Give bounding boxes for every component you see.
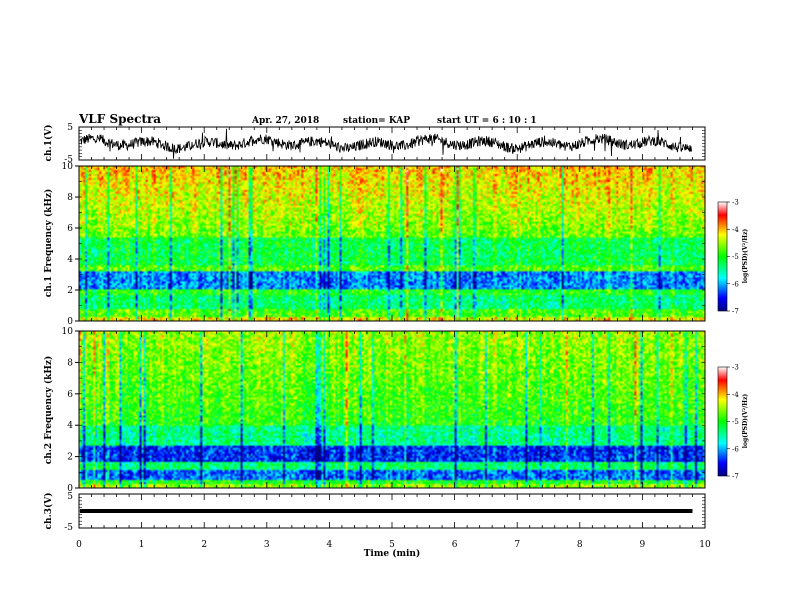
ch1-spectrogram-heatmap [79, 166, 705, 321]
x-axis-label: Time (min) [364, 548, 421, 559]
start-ut-label: start UT = 6 : 10 : 1 [437, 116, 537, 126]
ch1-colorbar-tick-label: -7 [732, 308, 739, 316]
ch1-colorbar: -3 -4 -5 -6 -7 log(PSD)(V²/Hz) [717, 199, 749, 316]
x-tick-label: 7 [514, 540, 520, 550]
ch2-spectrogram-image [79, 331, 705, 488]
ch2-colorbar: -3 -4 -5 -6 -7 log(PSD)(V²/Hz) [717, 364, 749, 481]
ch1-waveform-ylabel: ch.1(V) [43, 125, 54, 162]
ch1-waveform-panel: 5 -5 ch.1(V) [43, 123, 706, 165]
x-axis-tick-labels: 0 1 2 3 4 5 6 7 8 9 10 [76, 540, 711, 550]
figure-title: VLF Spectra [78, 112, 161, 126]
ch1-spectrogram-ytick-label: 4 [67, 255, 73, 265]
x-tick-label: 0 [76, 540, 82, 550]
ch2-spectrogram-yticks: 0 2 4 6 8 10 [62, 327, 79, 494]
ch2-spectrogram-ytick-label: 10 [62, 327, 74, 337]
ch1-colorbar-gradient [717, 201, 728, 312]
ch2-spectrogram-ylabel: ch.2 Frequency (kHz) [43, 356, 54, 465]
ch2-spectrogram-ytick-label: 0 [67, 484, 73, 494]
ch2-colorbar-tick-label: -6 [732, 445, 739, 453]
ch1-spectrogram-ylabel: ch.1 Frequency (kHz) [43, 189, 54, 298]
x-tick-label: 2 [201, 540, 207, 550]
x-tick-label: 9 [640, 540, 646, 550]
ch1-colorbar-tick-label: -6 [732, 280, 739, 288]
ch1-colorbar-tick-label: -5 [732, 253, 739, 261]
ch1-spectrogram-ytick-label: 2 [67, 286, 73, 296]
ch3-ytick-top: 5 [67, 492, 73, 502]
x-tick-label: 1 [139, 540, 145, 550]
x-tick-label: 6 [452, 540, 458, 550]
date-label: Apr. 27, 2018 [251, 116, 319, 126]
ch2-spectrogram-ytick-label: 4 [67, 421, 73, 431]
ch2-spectrogram-ytick-label: 8 [67, 358, 73, 368]
ch3-waveform-ylabel: ch.3(V) [43, 493, 54, 530]
x-tick-label: 5 [389, 540, 395, 550]
station-label: station= KAP [343, 116, 410, 126]
ch1-spectrogram-ytick-label: 8 [67, 193, 73, 203]
ch1-colorbar-tick-label: -3 [732, 199, 739, 207]
ch1-colorbar-label: log(PSD)(V²/Hz) [742, 229, 749, 284]
ch2-colorbar-tick-label: -5 [732, 418, 739, 426]
x-tick-label: 4 [327, 540, 333, 550]
ch2-colorbar-tick-label: -3 [732, 364, 739, 372]
ch1-spectrogram-ytick-label: 10 [62, 162, 74, 172]
ch3-waveform-panel: 5 -5 ch.3(V) [43, 492, 706, 533]
ch2-spectrogram-heatmap [79, 331, 705, 488]
ch1-spectrogram-ytick-label: 0 [67, 317, 73, 327]
ch2-colorbar-gradient [717, 366, 728, 477]
ch2-colorbar-tick-label: -4 [732, 391, 739, 399]
ch2-colorbar-tick-label: -7 [732, 473, 739, 481]
ch2-spectrogram-ytick-label: 2 [67, 453, 73, 463]
x-tick-label: 10 [699, 540, 711, 550]
ch1-spectrogram-yticks: 0 2 4 6 8 10 [62, 162, 79, 327]
ch2-spectrogram-ytick-label: 6 [67, 390, 73, 400]
ch1-spectrogram-panel: ch.1 Frequency (kHz) 0 2 4 6 8 10 [43, 162, 706, 327]
ch2-colorbar-ticks: -3 -4 -5 -6 -7 [727, 364, 739, 481]
ch1-ytick-bottom: -5 [64, 155, 73, 165]
ch1-colorbar-tick-label: -4 [732, 226, 739, 234]
ch3-ytick-bottom: -5 [64, 523, 73, 533]
x-tick-label: 8 [577, 540, 583, 550]
ch1-spectrogram-ytick-label: 6 [67, 224, 73, 234]
x-tick-label: 3 [264, 540, 270, 550]
ch1-waveform-trace [79, 128, 693, 159]
ch2-spectrogram-panel: ch.2 Frequency (kHz) 0 2 4 6 8 10 [43, 327, 706, 494]
ch1-spectrogram-image [79, 166, 705, 321]
ch1-colorbar-ticks: -3 -4 -5 -6 -7 [727, 199, 739, 316]
x-axis-ticks [78, 126, 706, 529]
ch1-ytick-top: 5 [67, 123, 73, 133]
ch2-colorbar-label: log(PSD)(V²/Hz) [742, 394, 749, 449]
